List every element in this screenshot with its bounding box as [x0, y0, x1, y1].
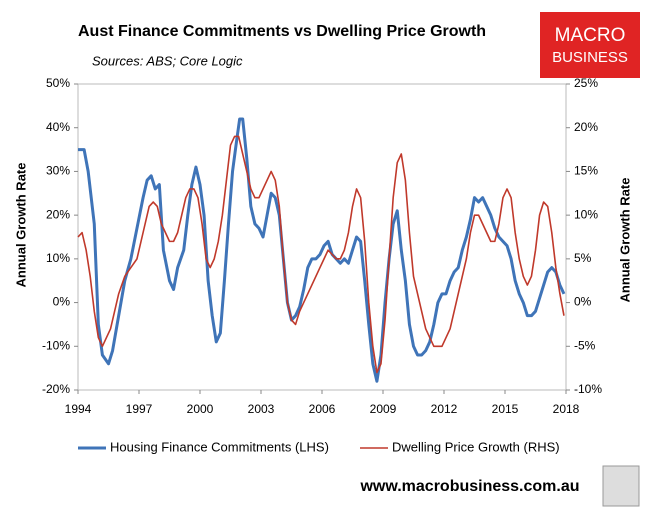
y-axis-label: Annual Growth Rate	[13, 163, 28, 288]
x-tick-label: 2015	[492, 402, 519, 416]
y-tick-label: 30%	[46, 164, 70, 178]
y2-tick-label: 15%	[574, 164, 598, 178]
y-tick-label: 50%	[46, 76, 70, 90]
y2-tick-label: 10%	[574, 207, 598, 221]
y-tick-label: 0%	[53, 295, 71, 309]
y2-tick-label: -5%	[574, 338, 596, 352]
legend-label: Dwelling Price Growth (RHS)	[392, 439, 560, 454]
y2-tick-label: 20%	[574, 120, 598, 134]
x-tick-label: 1994	[65, 402, 92, 416]
y2-tick-label: -10%	[574, 382, 602, 396]
x-tick-label: 2009	[370, 402, 397, 416]
chart-subtitle: Sources: ABS; Core Logic	[92, 53, 243, 68]
y2-tick-label: 5%	[574, 251, 592, 265]
line-series	[78, 117, 566, 383]
x-tick-label: 2000	[187, 402, 214, 416]
logo-text: MACRO	[555, 25, 626, 46]
logo-box	[540, 12, 640, 78]
footer: www.macrobusiness.com.au	[359, 478, 579, 495]
x-tick-label: 1997	[126, 402, 153, 416]
logo-icon	[602, 465, 640, 507]
y-tick-label: 20%	[46, 207, 70, 221]
y2-axis-label: Annual Growth Rate	[617, 178, 632, 303]
x-tick-label: 2012	[431, 402, 458, 416]
legend-label: Housing Finance Commitments (LHS)	[110, 439, 329, 454]
x-tick-label: 2018	[553, 402, 580, 416]
y-tick-label: 10%	[46, 251, 70, 265]
x-tick-label: 2006	[309, 402, 336, 416]
y2-tick-label: 0%	[574, 295, 592, 309]
line-series	[77, 135, 565, 374]
chart-title: Aust Finance Commitments vs Dwelling Pri…	[78, 23, 486, 40]
y-tick-label: -10%	[42, 338, 70, 352]
y-tick-label: -20%	[42, 382, 70, 396]
y-tick-label: 40%	[46, 120, 70, 134]
x-tick-label: 2003	[248, 402, 275, 416]
logo-text: BUSINESS	[552, 49, 628, 66]
y2-tick-label: 25%	[574, 76, 598, 90]
